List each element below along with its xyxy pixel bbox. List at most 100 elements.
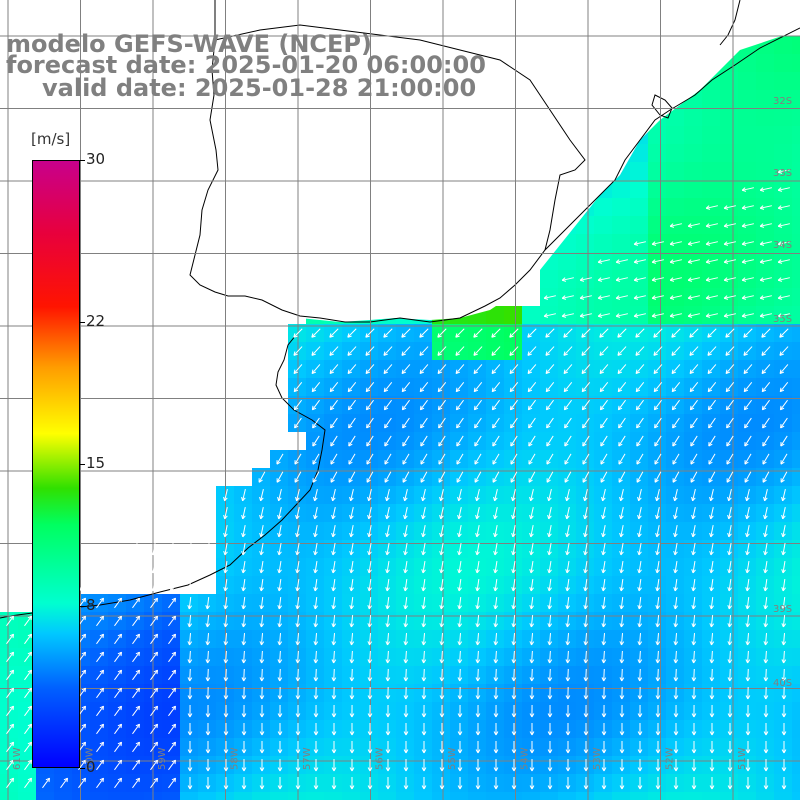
field-cell <box>576 342 594 360</box>
field-cell <box>630 414 648 432</box>
field-cell <box>666 630 684 648</box>
field-cell <box>594 216 612 234</box>
field-cell <box>576 558 594 576</box>
field-cell <box>360 522 378 540</box>
field-cell <box>792 54 800 72</box>
field-cell <box>666 360 684 378</box>
field-cell <box>648 198 666 216</box>
field-cell <box>558 324 576 342</box>
field-cell <box>180 612 198 630</box>
field-cell <box>756 126 774 144</box>
field-cell <box>738 594 756 612</box>
field-cell <box>702 180 720 198</box>
field-cell <box>720 162 738 180</box>
field-cell <box>180 792 198 800</box>
field-cell <box>324 738 342 756</box>
field-cell <box>234 558 252 576</box>
field-cell <box>540 270 558 288</box>
field-cell <box>756 702 774 720</box>
field-cell <box>738 774 756 792</box>
field-cell <box>342 540 360 558</box>
field-cell <box>630 216 648 234</box>
field-cell <box>648 576 666 594</box>
field-cell <box>486 774 504 792</box>
field-cell <box>342 756 360 774</box>
field-cell <box>126 792 144 800</box>
field-cell <box>486 630 504 648</box>
field-cell <box>684 684 702 702</box>
field-cell <box>702 540 720 558</box>
field-cell <box>576 612 594 630</box>
field-cell <box>666 486 684 504</box>
field-cell <box>504 540 522 558</box>
field-cell <box>666 342 684 360</box>
field-cell <box>648 540 666 558</box>
field-cell <box>396 792 414 800</box>
field-cell <box>792 108 800 126</box>
field-cell <box>306 702 324 720</box>
field-cell <box>792 558 800 576</box>
field-cell <box>468 522 486 540</box>
field-cell <box>0 774 18 792</box>
field-cell <box>756 504 774 522</box>
field-cell <box>612 414 630 432</box>
field-cell <box>576 234 594 252</box>
field-cell <box>558 702 576 720</box>
field-cell <box>180 684 198 702</box>
field-cell <box>648 450 666 468</box>
field-cell <box>720 144 738 162</box>
field-cell <box>630 684 648 702</box>
field-cell <box>198 738 216 756</box>
field-cell <box>306 504 324 522</box>
field-cell <box>594 702 612 720</box>
field-cell <box>594 648 612 666</box>
field-cell <box>450 522 468 540</box>
field-cell <box>432 432 450 450</box>
field-cell <box>594 558 612 576</box>
field-cell <box>648 378 666 396</box>
field-cell <box>594 576 612 594</box>
field-cell <box>792 702 800 720</box>
field-cell <box>558 360 576 378</box>
field-cell <box>468 360 486 378</box>
field-cell <box>378 432 396 450</box>
field-cell <box>414 792 432 800</box>
field-cell <box>684 576 702 594</box>
field-cell <box>432 486 450 504</box>
field-cell <box>540 558 558 576</box>
field-cell <box>666 504 684 522</box>
field-cell <box>720 756 738 774</box>
field-cell <box>288 414 306 432</box>
field-cell <box>414 450 432 468</box>
field-cell <box>342 360 360 378</box>
field-cell <box>306 324 324 342</box>
field-cell <box>702 738 720 756</box>
field-cell <box>378 576 396 594</box>
field-cell <box>360 342 378 360</box>
field-cell <box>486 576 504 594</box>
field-cell <box>756 486 774 504</box>
field-cell <box>360 648 378 666</box>
field-cell <box>558 612 576 630</box>
field-cell <box>720 630 738 648</box>
longitude-label: 56W <box>375 747 386 770</box>
field-cell <box>594 540 612 558</box>
field-cell <box>504 414 522 432</box>
field-cell <box>126 720 144 738</box>
field-cell <box>270 648 288 666</box>
field-cell <box>234 612 252 630</box>
field-cell <box>342 486 360 504</box>
latitude-label: 33S <box>773 168 792 179</box>
field-cell <box>198 756 216 774</box>
field-cell <box>504 666 522 684</box>
field-cell <box>306 774 324 792</box>
field-cell <box>558 432 576 450</box>
field-cell <box>0 630 18 648</box>
field-cell <box>648 342 666 360</box>
field-cell <box>252 594 270 612</box>
field-cell <box>306 558 324 576</box>
field-cell <box>684 612 702 630</box>
field-cell <box>774 108 792 126</box>
field-cell <box>378 666 396 684</box>
field-cell <box>684 180 702 198</box>
